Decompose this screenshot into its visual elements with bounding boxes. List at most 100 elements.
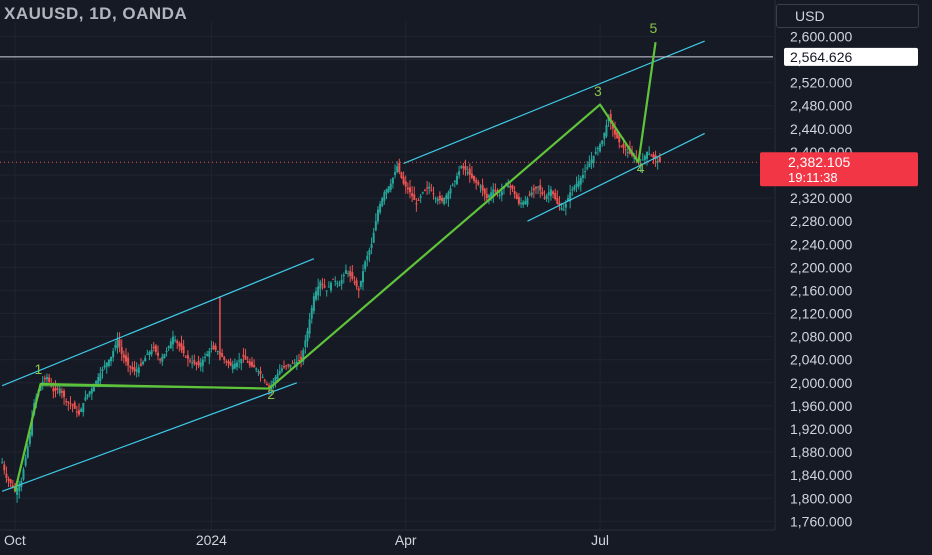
candle-body: [549, 189, 552, 197]
candle-body: [67, 401, 70, 403]
candle-body: [537, 186, 540, 188]
candle-body: [99, 373, 102, 381]
candle-body: [26, 446, 29, 458]
candle-body: [261, 377, 264, 379]
candle-body: [466, 172, 469, 174]
candle-body: [263, 379, 266, 381]
candle-body: [169, 341, 172, 349]
candle-body: [336, 282, 339, 284]
price-tick-label: 2,200.000: [790, 259, 852, 275]
candle-body: [385, 189, 388, 194]
wave-label-1: 1: [35, 361, 43, 377]
price-tick-label: 2,240.000: [790, 236, 852, 252]
candle-body: [221, 353, 224, 357]
candles: [1, 109, 661, 503]
price-tick-label: 1,920.000: [790, 421, 852, 437]
candle-body: [223, 357, 226, 360]
candle-body: [82, 403, 85, 413]
candle-body: [289, 364, 292, 368]
candle-body: [45, 377, 48, 380]
candle-body: [78, 410, 81, 415]
wave-label-5: 5: [650, 20, 658, 36]
time-tick-label: Apr: [395, 532, 417, 548]
candle-body: [171, 336, 174, 345]
candle-body: [103, 365, 106, 368]
candle-body: [468, 168, 471, 175]
candle-body: [58, 388, 61, 394]
target-price-badge: [784, 47, 918, 66]
candle-body: [291, 362, 294, 364]
candle-body: [203, 356, 206, 358]
candle-body: [161, 356, 164, 362]
candle-body: [95, 380, 98, 384]
candle-body: [31, 417, 34, 436]
candle-body: [11, 485, 14, 488]
candle-body: [304, 340, 307, 347]
candle-body: [581, 174, 584, 179]
candle-body: [144, 357, 147, 362]
candle-body: [197, 360, 200, 366]
candle-body: [280, 368, 283, 372]
last-price-badge: [760, 152, 918, 187]
candle-body: [408, 187, 411, 193]
candle-body: [92, 384, 95, 392]
elliott-wave-path: [13, 42, 657, 492]
candle-body: [112, 351, 115, 358]
channel-line-main-channel-upper: [403, 40, 705, 164]
candle-body: [101, 369, 104, 372]
candle-body: [186, 355, 189, 359]
candle-body: [487, 195, 490, 198]
candle-body: [43, 377, 46, 380]
candle-body: [554, 192, 557, 200]
candle-body: [567, 198, 570, 201]
candle-body: [210, 348, 213, 350]
price-tick-label: 1,840.000: [790, 467, 852, 483]
candle-body: [596, 148, 599, 150]
candle-body: [520, 202, 523, 204]
candle-body: [475, 180, 478, 183]
candle-body: [184, 356, 187, 358]
candle-body: [394, 172, 397, 176]
candle-body: [577, 180, 580, 187]
candle-body: [323, 285, 326, 288]
candle-body: [556, 197, 559, 204]
candle-body: [389, 183, 392, 190]
candle-body: [406, 187, 409, 190]
candle-body: [609, 113, 612, 124]
candle-body: [445, 195, 448, 199]
candle-body: [255, 368, 258, 370]
candle-body: [212, 345, 215, 350]
candle-body: [208, 351, 211, 357]
candle-body: [381, 198, 384, 206]
candle-body: [216, 351, 219, 353]
candle-body: [601, 140, 604, 145]
candle-body: [317, 286, 320, 296]
candle-body: [539, 185, 542, 191]
candle-body: [517, 196, 520, 204]
candle-body: [500, 191, 503, 196]
candle-body: [423, 189, 426, 191]
candle-body: [364, 261, 367, 270]
candle-body: [524, 200, 527, 204]
candle-body: [449, 188, 452, 194]
candle-body: [116, 339, 119, 349]
candle-body: [176, 341, 179, 344]
candle-body: [366, 255, 369, 260]
candle-body: [441, 197, 444, 201]
candle-body: [526, 198, 529, 205]
candle-body: [586, 167, 589, 169]
candle-body: [511, 185, 514, 190]
price-tick-label: 2,160.000: [790, 282, 852, 298]
candle-body: [253, 364, 256, 368]
candle-body: [509, 185, 512, 188]
candle-body: [84, 397, 87, 401]
candle-body: [283, 366, 286, 368]
candle-body: [355, 280, 358, 287]
candle-body: [124, 355, 127, 362]
price-tick-label: 2,280.000: [790, 213, 852, 229]
currency-button[interactable]: USD: [776, 4, 919, 28]
candle-body: [639, 163, 642, 166]
